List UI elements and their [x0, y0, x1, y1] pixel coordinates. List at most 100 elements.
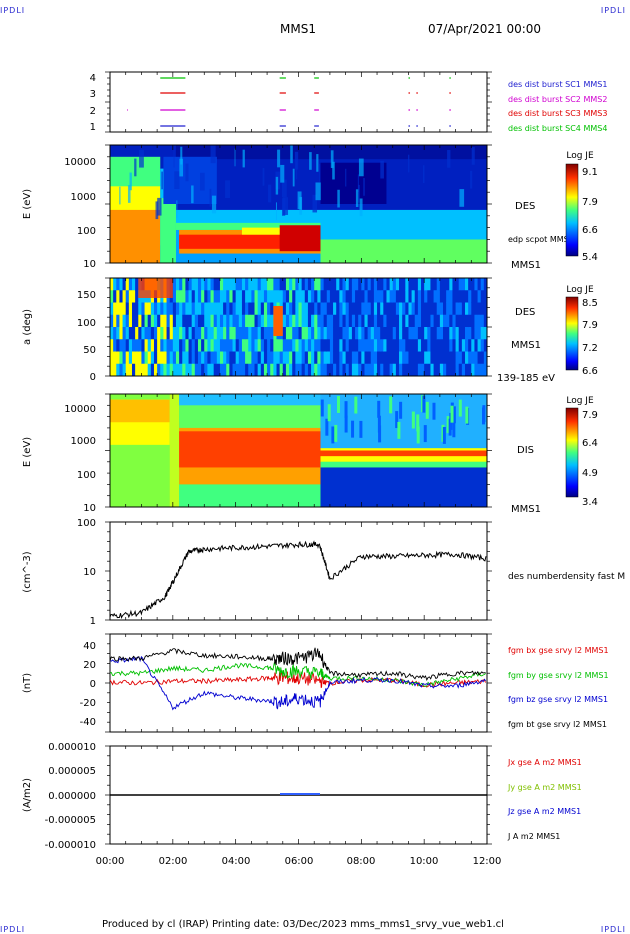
des-pitch-cell: [131, 363, 136, 377]
des-pitch-cell: [141, 327, 146, 340]
des-pitch-cell: [386, 351, 391, 365]
des-pitch-cell: [260, 290, 265, 303]
des-pitch-cell: [216, 351, 221, 365]
dis-energy-cell: [320, 450, 487, 457]
des-pitch-cell: [298, 290, 303, 303]
des-pitch-cell: [336, 327, 340, 340]
des-pitch-cell: [301, 278, 306, 291]
dis-energy-cell: [110, 399, 170, 423]
des-pitch-cell: [122, 351, 127, 365]
des-pitch-cell: [402, 327, 406, 340]
des-pitch-cell: [411, 278, 416, 291]
des-pitch-cell: [216, 302, 221, 316]
des-pitch-cell: [408, 278, 413, 291]
des-pitch-cell: [201, 302, 205, 316]
des-pitch-cell: [289, 314, 293, 328]
des-pitch-cell: [443, 302, 447, 316]
des-pitch-cell: [175, 339, 180, 352]
dis-energy-cell: [399, 401, 403, 419]
des-pitch-cell: [367, 278, 372, 291]
des-pitch-cell: [405, 278, 409, 291]
des-pitch-cell: [282, 351, 287, 365]
des-pitch-cell: [367, 314, 372, 328]
des-pitch-cell: [323, 339, 328, 352]
time-tick: 10:00: [410, 856, 439, 867]
des-pitch-cell: [157, 363, 161, 377]
des-energy-sc-label: MMS1: [511, 260, 541, 271]
des-pitch-cell: [402, 278, 406, 291]
des-pitch-cell: [480, 327, 485, 340]
des-pitch-cell: [355, 314, 359, 328]
dis-energy-cell: [320, 399, 324, 417]
des-pitch-cell: [216, 290, 221, 303]
des-pitch-cell: [380, 327, 384, 340]
des-pitch-cell: [285, 314, 290, 328]
des-energy-cell: [241, 227, 280, 235]
des-pitch-cell: [364, 314, 369, 328]
des-pitch-cell: [355, 363, 359, 377]
des-pitch-cell: [405, 339, 409, 352]
des-pitch-cell: [219, 351, 224, 365]
des-pitch-cell: [285, 290, 290, 303]
bfield-ylabel: (nT): [22, 673, 33, 693]
des-pitch-cell: [116, 290, 120, 303]
des-pitch-cell: [213, 302, 218, 316]
des-pitch-cbar-tick: 8.5: [582, 298, 598, 309]
des-pitch-cell: [392, 339, 397, 352]
des-pitch-cell: [113, 290, 117, 303]
des-pitch-cell: [194, 314, 199, 328]
des-pitch-cell: [421, 278, 425, 291]
des-pitch-ylabel: a (deg): [22, 309, 33, 345]
des-pitch-cell: [210, 314, 215, 328]
des-pitch-cell: [320, 278, 325, 291]
des-pitch-cell: [254, 302, 259, 316]
des-pitch-cell: [427, 339, 431, 352]
des-pitch-cell: [285, 278, 290, 291]
des-pitch-cell: [480, 278, 485, 291]
des-pitch-cell: [380, 363, 384, 377]
des-pitch-cell: [229, 314, 234, 328]
des-pitch-cell: [452, 278, 457, 291]
des-pitch-cell: [323, 363, 328, 377]
des-energy-cbar-tick: 9.1: [582, 167, 598, 178]
des-pitch-cell: [135, 339, 139, 352]
des-pitch-cell: [370, 327, 375, 340]
dis-energy-cell: [354, 396, 358, 414]
des-pitch-cell: [276, 278, 281, 291]
des-pitch-cell: [216, 314, 221, 328]
des-pitch-cell: [411, 290, 416, 303]
des-pitch-panel: 150 100 50 0 a (deg) DES MMS1 139-185 eV…: [22, 277, 598, 384]
des-pitch-cell: [377, 314, 381, 328]
des-pitch-cell: [465, 351, 469, 365]
des-energy-scpot-label: edp scpot MMS1: [508, 235, 574, 244]
des-pitch-cell: [179, 339, 183, 352]
des-pitch-cell: [204, 339, 208, 352]
des-energy-cell: [292, 168, 295, 187]
des-pitch-cell: [279, 363, 284, 377]
des-pitch-cell: [110, 327, 114, 340]
des-pitch-cell: [260, 314, 265, 328]
des-pitch-cell: [260, 363, 265, 377]
des-pitch-cell: [119, 327, 124, 340]
des-pitch-cell: [433, 327, 438, 340]
des-pitch-cell: [276, 339, 281, 352]
des-pitch-cell: [229, 290, 234, 303]
burst-bars: [127, 77, 451, 127]
des-pitch-cell: [329, 339, 334, 352]
des-pitch-cell: [483, 363, 488, 377]
des-pitch-cell: [414, 339, 419, 352]
des-pitch-cell: [219, 302, 224, 316]
des-pitch-cell: [298, 302, 303, 316]
des-pitch-cell: [213, 351, 218, 365]
des-pitch-cell: [295, 302, 299, 316]
des-energy-cell: [282, 197, 289, 215]
burst-legend-3: des dist burst SC3 MMS3: [508, 109, 607, 118]
des-pitch-cell: [135, 327, 139, 340]
des-pitch-cell: [392, 314, 397, 328]
des-pitch-cell: [405, 314, 409, 328]
des-energy-cell: [199, 172, 205, 191]
des-pitch-cell: [241, 314, 246, 328]
des-pitch-cell: [238, 314, 243, 328]
des-pitch-cell: [223, 314, 227, 328]
des-pitch-cell: [125, 302, 130, 316]
